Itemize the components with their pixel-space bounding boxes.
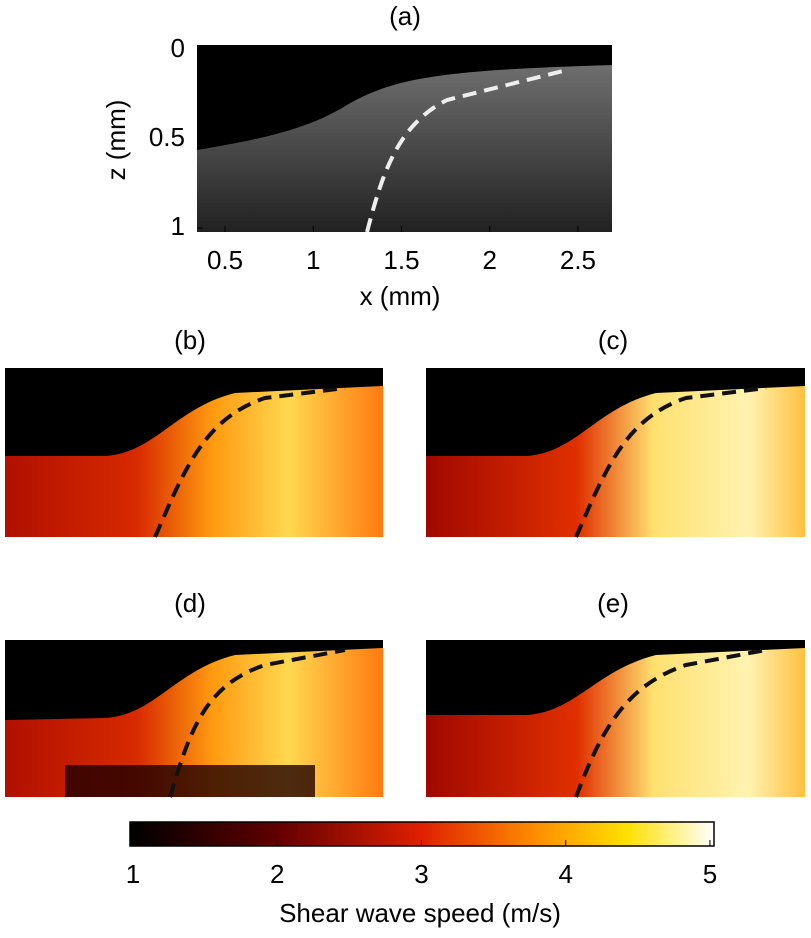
colorbar-label: Shear wave speed (m/s): [279, 898, 561, 928]
speed-map: [5, 368, 383, 538]
z-tick-label: 0.5: [149, 122, 185, 152]
z-tick-label: 0: [171, 33, 185, 63]
x-tick-label: 1: [306, 245, 320, 275]
panel-title: (c): [598, 325, 628, 355]
colorbar: [129, 821, 715, 847]
speed-map: [426, 368, 805, 538]
speed-map: [426, 640, 805, 798]
x-tick-label: 0.5: [207, 245, 243, 275]
panel-title: (a): [389, 1, 421, 31]
x-tick-label: 2: [482, 245, 496, 275]
colorbar-tick-label: 2: [270, 859, 284, 889]
ultrasound-image: [197, 45, 612, 233]
z-axis-label: z (mm): [101, 100, 131, 181]
colorbar-axis: 1 2 3 4 5: [126, 840, 717, 889]
panel-title: (e): [597, 588, 629, 618]
x-tick-label: 1.5: [383, 245, 419, 275]
panel-title: (d): [174, 588, 206, 618]
colorbar-tick-label: 5: [703, 859, 717, 889]
panel-title: (b): [174, 325, 206, 355]
axis-a: 0.5 1 1.5 2 2.5 0 0.5 1: [149, 33, 596, 275]
colorbar-tick-label: 3: [414, 859, 428, 889]
x-tick-label: 2.5: [560, 245, 596, 275]
x-axis-label: x (mm): [360, 281, 441, 311]
colorbar-tick-label: 1: [126, 859, 140, 889]
speed-map: [5, 640, 383, 798]
colorbar-tick-label: 4: [558, 859, 572, 889]
z-tick-label: 1: [171, 211, 185, 241]
